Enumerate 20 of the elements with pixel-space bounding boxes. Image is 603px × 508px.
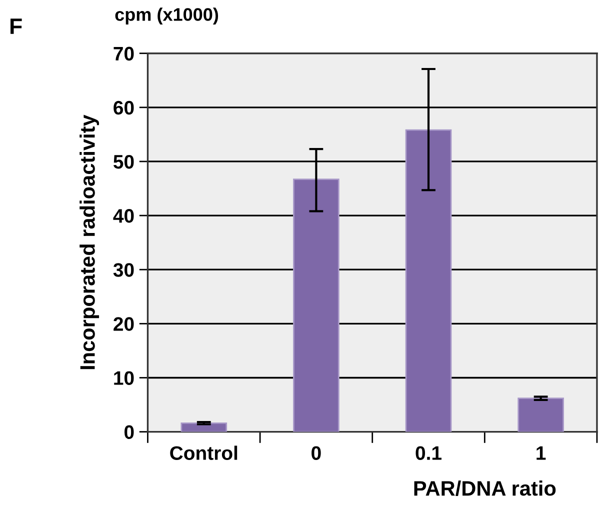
y-tick-label: 0 [124, 425, 134, 440]
bar [518, 398, 564, 432]
bar [405, 129, 452, 432]
y-tick-label: 40 [113, 209, 134, 223]
x-tick-label: 1 [536, 446, 546, 460]
y-tick-label: 70 [114, 46, 134, 61]
bar [293, 178, 340, 432]
y-axis-title: Incorporated radioactivity [80, 114, 100, 370]
y-tick-label: 50 [114, 154, 134, 169]
y-tick-label: 10 [114, 371, 134, 385]
y-tick-label: 60 [114, 100, 134, 115]
x-tick-label: 0 [312, 446, 321, 460]
y-tick-label: 20 [114, 317, 134, 331]
bar [180, 422, 228, 432]
text: F [10, 18, 22, 34]
x-axis-title: PAR/DNA ratio [414, 480, 556, 496]
x-tick-label: 0.1 [416, 446, 442, 460]
y-tick-label: 30 [113, 263, 134, 277]
x-tick-label: Control [170, 446, 238, 460]
text: cpm (x1000) [115, 8, 218, 24]
